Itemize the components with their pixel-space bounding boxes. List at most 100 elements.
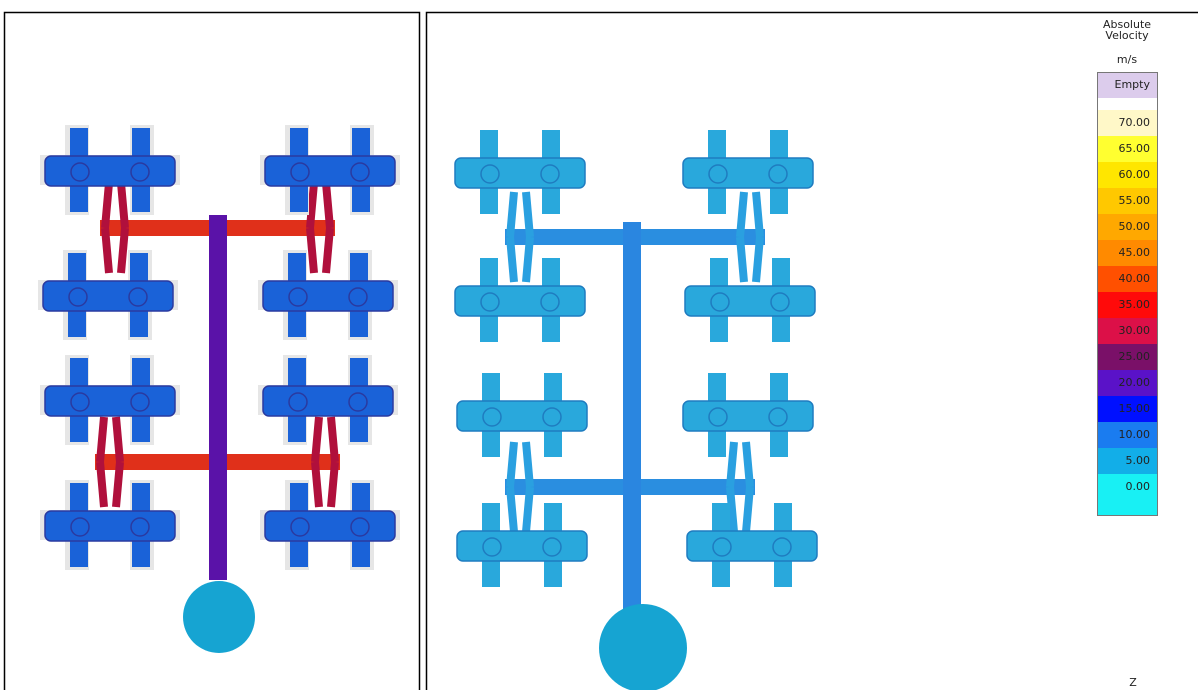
legend-swatch-tail — [1097, 500, 1157, 516]
cavity-body — [456, 530, 588, 562]
gate — [96, 461, 124, 508]
legend-swatch — [1097, 240, 1157, 266]
boss — [130, 162, 150, 182]
legend-swatch — [1097, 344, 1157, 370]
boss — [288, 287, 308, 307]
gate — [506, 486, 534, 533]
boss — [768, 407, 788, 427]
right-casting — [454, 130, 818, 690]
cavity-body — [454, 285, 586, 317]
gate — [101, 182, 129, 229]
boss — [480, 292, 500, 312]
boss — [708, 407, 728, 427]
legend-label: 35.00 — [1119, 298, 1151, 311]
boss — [770, 292, 790, 312]
legend-label: 40.00 — [1119, 272, 1151, 285]
boss — [712, 537, 732, 557]
cavity-body — [44, 385, 176, 417]
legend-swatch — [1097, 266, 1157, 292]
gate — [311, 461, 339, 508]
boss — [542, 537, 562, 557]
legend-label: 10.00 — [1119, 428, 1151, 441]
legend-unit: m/s — [1117, 53, 1137, 66]
legend-label: Empty — [1115, 78, 1151, 91]
legend-swatch — [1097, 474, 1157, 500]
legend-label: 0.00 — [1126, 480, 1151, 493]
legend-swatch — [1097, 396, 1157, 422]
legend-frame — [1097, 72, 1158, 516]
legend-label: 70.00 — [1119, 116, 1151, 129]
legend-swatch — [1097, 292, 1157, 318]
legend-swatch — [1097, 72, 1157, 98]
legend-label: 20.00 — [1119, 376, 1151, 389]
legend-label: 50.00 — [1119, 220, 1151, 233]
biscuit — [599, 604, 687, 690]
boss — [350, 162, 370, 182]
cavity-body — [686, 530, 818, 562]
gate — [506, 191, 534, 238]
gate — [506, 236, 534, 283]
boss — [130, 392, 150, 412]
legend-swatch — [1097, 162, 1157, 188]
boss — [348, 287, 368, 307]
boss — [70, 517, 90, 537]
legend-swatch — [1097, 448, 1157, 474]
boss — [348, 392, 368, 412]
boss — [480, 164, 500, 184]
boss — [68, 287, 88, 307]
cavity-body — [262, 385, 394, 417]
gate — [726, 486, 754, 533]
gate — [736, 191, 764, 238]
axis-label: Z — [1129, 676, 1137, 689]
boss — [350, 517, 370, 537]
legend-label: 25.00 — [1119, 350, 1151, 363]
left-viewport — [3, 11, 421, 690]
gate — [306, 182, 334, 229]
cavity-body — [682, 157, 814, 189]
boss — [70, 392, 90, 412]
boss — [290, 517, 310, 537]
legend-swatch — [1097, 110, 1157, 136]
boss — [710, 292, 730, 312]
boss — [540, 164, 560, 184]
legend-label: 15.00 — [1119, 402, 1151, 415]
cavity-body — [44, 510, 176, 542]
boss — [482, 407, 502, 427]
sprue — [623, 222, 641, 612]
legend-label: 30.00 — [1119, 324, 1151, 337]
right-viewport — [425, 11, 1198, 690]
boss — [768, 164, 788, 184]
legend-gap — [1097, 98, 1157, 110]
boss — [482, 537, 502, 557]
legend-title: Velocity — [1105, 29, 1149, 42]
gate — [506, 441, 534, 488]
boss — [128, 287, 148, 307]
legend-swatch — [1097, 188, 1157, 214]
cavity-body — [264, 155, 396, 187]
cavity-body — [456, 400, 588, 432]
legend: Empty 70.00 65.00 60.00 55.00 50.00 45.00 40.00… — [1097, 72, 1157, 516]
boss — [288, 392, 308, 412]
gate — [311, 416, 339, 463]
cavity-body — [44, 155, 176, 187]
boss — [540, 292, 560, 312]
boss — [290, 162, 310, 182]
cavity-body — [684, 285, 816, 317]
biscuit — [183, 581, 255, 653]
sprue — [209, 215, 227, 580]
legend-label: 5.00 — [1126, 454, 1151, 467]
cavity-body — [454, 157, 586, 189]
gate — [736, 236, 764, 283]
gate — [96, 416, 124, 463]
legend-label: 55.00 — [1119, 194, 1151, 207]
boss — [708, 164, 728, 184]
boss — [772, 537, 792, 557]
legend-title: Absolute — [1103, 18, 1151, 31]
gate — [306, 227, 334, 274]
legend-label: 45.00 — [1119, 246, 1151, 259]
legend-swatch — [1097, 136, 1157, 162]
legend-swatch — [1097, 318, 1157, 344]
cavity-body — [264, 510, 396, 542]
legend-label: 65.00 — [1119, 142, 1151, 155]
